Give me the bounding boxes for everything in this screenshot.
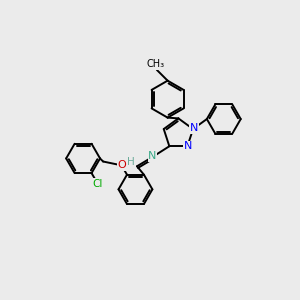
Text: CH₃: CH₃ bbox=[146, 59, 164, 70]
Text: Cl: Cl bbox=[92, 179, 103, 189]
Text: N: N bbox=[190, 123, 198, 133]
Text: O: O bbox=[117, 160, 126, 170]
Text: H: H bbox=[127, 158, 135, 167]
Text: N: N bbox=[148, 151, 157, 161]
Text: N: N bbox=[184, 141, 192, 151]
